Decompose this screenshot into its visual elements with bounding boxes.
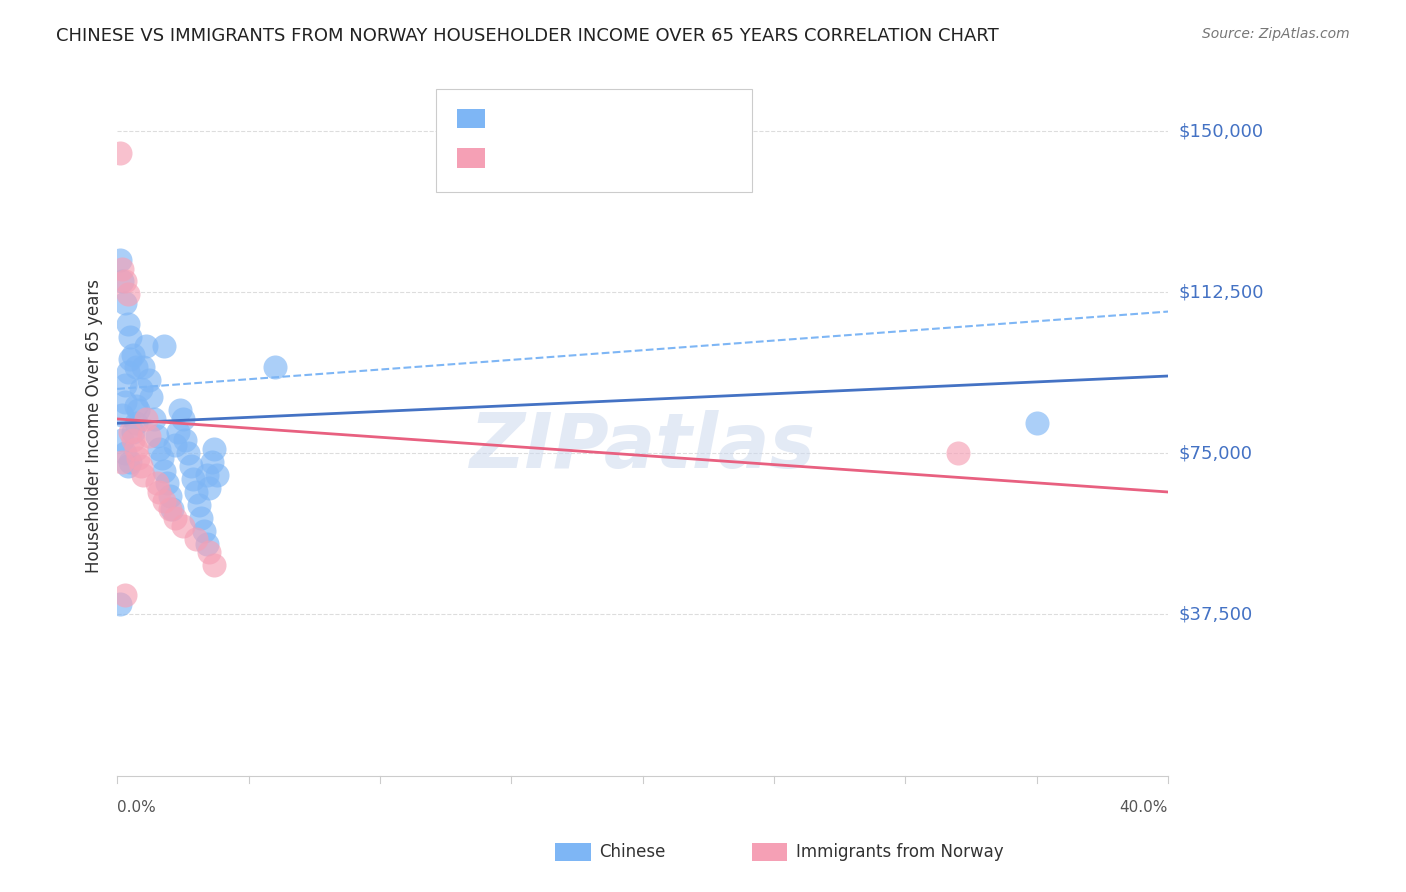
Point bbox=[184, 485, 207, 500]
Point bbox=[114, 394, 136, 409]
Text: 0.025: 0.025 bbox=[536, 110, 592, 128]
Point bbox=[108, 145, 131, 160]
Point bbox=[132, 360, 155, 375]
Point bbox=[114, 275, 136, 289]
Point bbox=[184, 533, 207, 547]
Text: R =: R = bbox=[496, 149, 536, 167]
Text: CHINESE VS IMMIGRANTS FROM NORWAY HOUSEHOLDER INCOME OVER 65 YEARS CORRELATION C: CHINESE VS IMMIGRANTS FROM NORWAY HOUSEH… bbox=[56, 27, 1000, 45]
Text: Source: ZipAtlas.com: Source: ZipAtlas.com bbox=[1202, 27, 1350, 41]
Point bbox=[120, 330, 142, 344]
Point bbox=[108, 597, 131, 611]
Text: $150,000: $150,000 bbox=[1178, 122, 1264, 140]
Point bbox=[120, 351, 142, 366]
Point bbox=[111, 275, 134, 289]
Text: R =: R = bbox=[496, 110, 536, 128]
Point bbox=[198, 545, 221, 559]
Point bbox=[177, 446, 200, 460]
Point bbox=[180, 459, 202, 474]
Point bbox=[145, 476, 167, 491]
Text: 0.0%: 0.0% bbox=[117, 800, 156, 815]
Point bbox=[169, 403, 191, 417]
Point bbox=[124, 360, 146, 375]
Point bbox=[132, 467, 155, 482]
Point bbox=[138, 429, 160, 443]
Point bbox=[159, 502, 181, 516]
Point bbox=[153, 339, 176, 353]
Point bbox=[111, 455, 134, 469]
Point bbox=[193, 524, 215, 538]
Text: ZIPatlas: ZIPatlas bbox=[470, 410, 815, 484]
Point bbox=[111, 261, 134, 276]
Point bbox=[946, 446, 969, 460]
Point bbox=[263, 360, 285, 375]
Point bbox=[174, 434, 197, 448]
Point bbox=[111, 434, 134, 448]
Text: Chinese: Chinese bbox=[599, 843, 665, 861]
Point bbox=[150, 450, 173, 465]
Point bbox=[205, 467, 228, 482]
Point bbox=[124, 417, 146, 431]
Point bbox=[162, 502, 184, 516]
Point bbox=[138, 373, 160, 387]
Point bbox=[114, 588, 136, 602]
Point bbox=[135, 339, 157, 353]
Point bbox=[166, 425, 188, 439]
Point bbox=[111, 408, 134, 422]
Text: Immigrants from Norway: Immigrants from Norway bbox=[796, 843, 1004, 861]
Point bbox=[156, 476, 179, 491]
Point bbox=[122, 434, 145, 448]
Point bbox=[153, 463, 176, 477]
Point bbox=[148, 485, 170, 500]
Point bbox=[172, 519, 194, 533]
Point bbox=[201, 455, 224, 469]
Point bbox=[172, 412, 194, 426]
Point bbox=[159, 489, 181, 503]
Point bbox=[117, 318, 139, 332]
Text: N = 24: N = 24 bbox=[588, 149, 655, 167]
Point bbox=[117, 459, 139, 474]
Point bbox=[1025, 417, 1047, 431]
Point bbox=[127, 403, 149, 417]
Text: N = 55: N = 55 bbox=[588, 110, 655, 128]
Point bbox=[120, 425, 142, 439]
Point bbox=[202, 442, 225, 456]
Text: $37,500: $37,500 bbox=[1178, 606, 1253, 624]
Point bbox=[114, 446, 136, 460]
Point bbox=[124, 442, 146, 456]
Text: -0.099: -0.099 bbox=[536, 149, 600, 167]
Point bbox=[183, 472, 205, 486]
Point bbox=[190, 510, 212, 524]
Point bbox=[117, 287, 139, 301]
Text: 40.0%: 40.0% bbox=[1119, 800, 1168, 815]
Point bbox=[195, 536, 218, 550]
Point bbox=[202, 558, 225, 572]
Point bbox=[129, 382, 152, 396]
Point bbox=[114, 296, 136, 310]
Point bbox=[114, 377, 136, 392]
Point bbox=[120, 455, 142, 469]
Point bbox=[135, 412, 157, 426]
Point bbox=[195, 467, 218, 482]
Point bbox=[148, 442, 170, 456]
Point bbox=[141, 391, 163, 405]
Point bbox=[122, 425, 145, 439]
Point bbox=[143, 412, 166, 426]
Y-axis label: Householder Income Over 65 years: Householder Income Over 65 years bbox=[86, 279, 103, 574]
Point bbox=[163, 510, 186, 524]
Text: $75,000: $75,000 bbox=[1178, 444, 1253, 462]
Point bbox=[163, 438, 186, 452]
Point bbox=[129, 459, 152, 474]
Text: $112,500: $112,500 bbox=[1178, 284, 1264, 301]
Point bbox=[124, 399, 146, 413]
Point bbox=[153, 493, 176, 508]
Point bbox=[187, 498, 209, 512]
Point bbox=[145, 429, 167, 443]
Point bbox=[108, 252, 131, 267]
Point bbox=[127, 450, 149, 465]
Point bbox=[117, 365, 139, 379]
Point bbox=[122, 347, 145, 361]
Point bbox=[198, 481, 221, 495]
